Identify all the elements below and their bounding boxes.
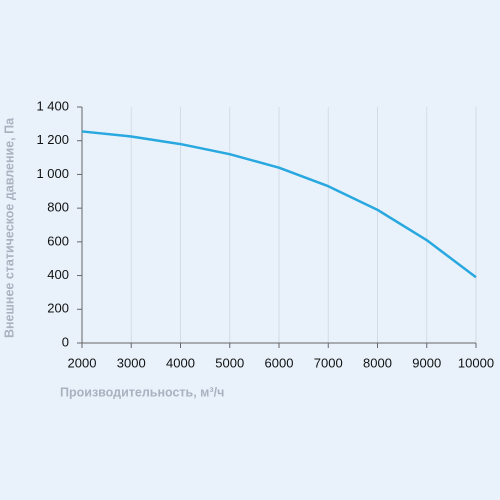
x-axis-label: Производительность, м³/ч xyxy=(60,385,224,399)
x-tick-label: 4000 xyxy=(166,355,195,370)
y-tick-label: 0 xyxy=(62,334,69,349)
x-tick-label: 8000 xyxy=(363,355,392,370)
y-tick-label: 1 200 xyxy=(36,132,69,147)
y-tick-label: 400 xyxy=(47,267,69,282)
x-tick-label: 3000 xyxy=(117,355,146,370)
x-tick-label: 5000 xyxy=(215,355,244,370)
y-tick-label: 600 xyxy=(47,233,69,248)
y-tick-label: 800 xyxy=(47,200,69,215)
y-axis-label: Внешнее статическое давление, Па xyxy=(2,117,16,338)
x-tick-label: 10000 xyxy=(458,355,494,370)
y-tick-label: 1 400 xyxy=(36,98,69,113)
x-tick-label: 2000 xyxy=(68,355,97,370)
x-tick-label: 6000 xyxy=(265,355,294,370)
y-tick-label: 200 xyxy=(47,301,69,316)
x-tick-label: 9000 xyxy=(412,355,441,370)
y-tick-label: 1 000 xyxy=(36,166,69,181)
line-series xyxy=(81,130,477,279)
x-tick-label: 7000 xyxy=(314,355,343,370)
